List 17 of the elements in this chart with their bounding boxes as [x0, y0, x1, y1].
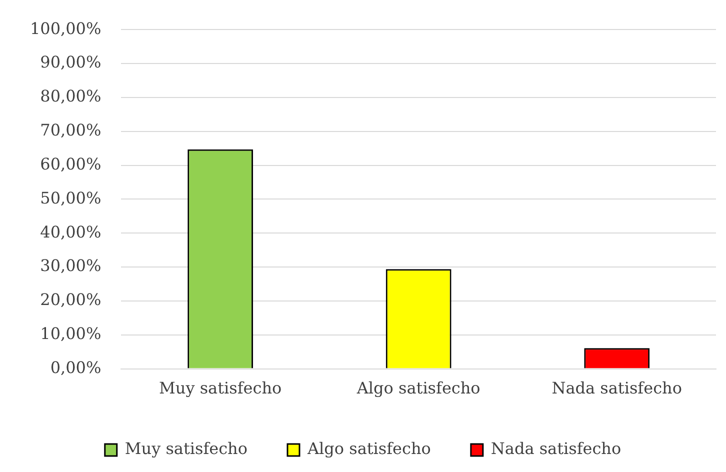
y-tick-label: 50,00% — [40, 188, 102, 208]
y-tick-label: 70,00% — [40, 120, 102, 140]
legend-label: Nada satisfecho — [490, 439, 622, 458]
x-tick-label: Muy satisfecho — [159, 378, 282, 398]
legend-label: Algo satisfecho — [306, 439, 431, 458]
x-tick-label: Nada satisfecho — [552, 378, 682, 398]
y-tick-label: 90,00% — [40, 52, 102, 72]
y-tick-label: 40,00% — [40, 222, 102, 242]
legend-label: Muy satisfecho — [124, 439, 248, 458]
y-tick-label: 60,00% — [40, 154, 102, 174]
y-tick-label: 100,00% — [30, 18, 102, 38]
y-tick-label: 10,00% — [40, 324, 102, 344]
y-tick-label: 30,00% — [40, 256, 102, 276]
y-tick-label: 20,00% — [40, 290, 102, 310]
x-tick-label: Algo satisfecho — [356, 378, 480, 398]
y-tick-label: 80,00% — [40, 86, 102, 106]
y-tick-label: 0,00% — [50, 358, 102, 377]
